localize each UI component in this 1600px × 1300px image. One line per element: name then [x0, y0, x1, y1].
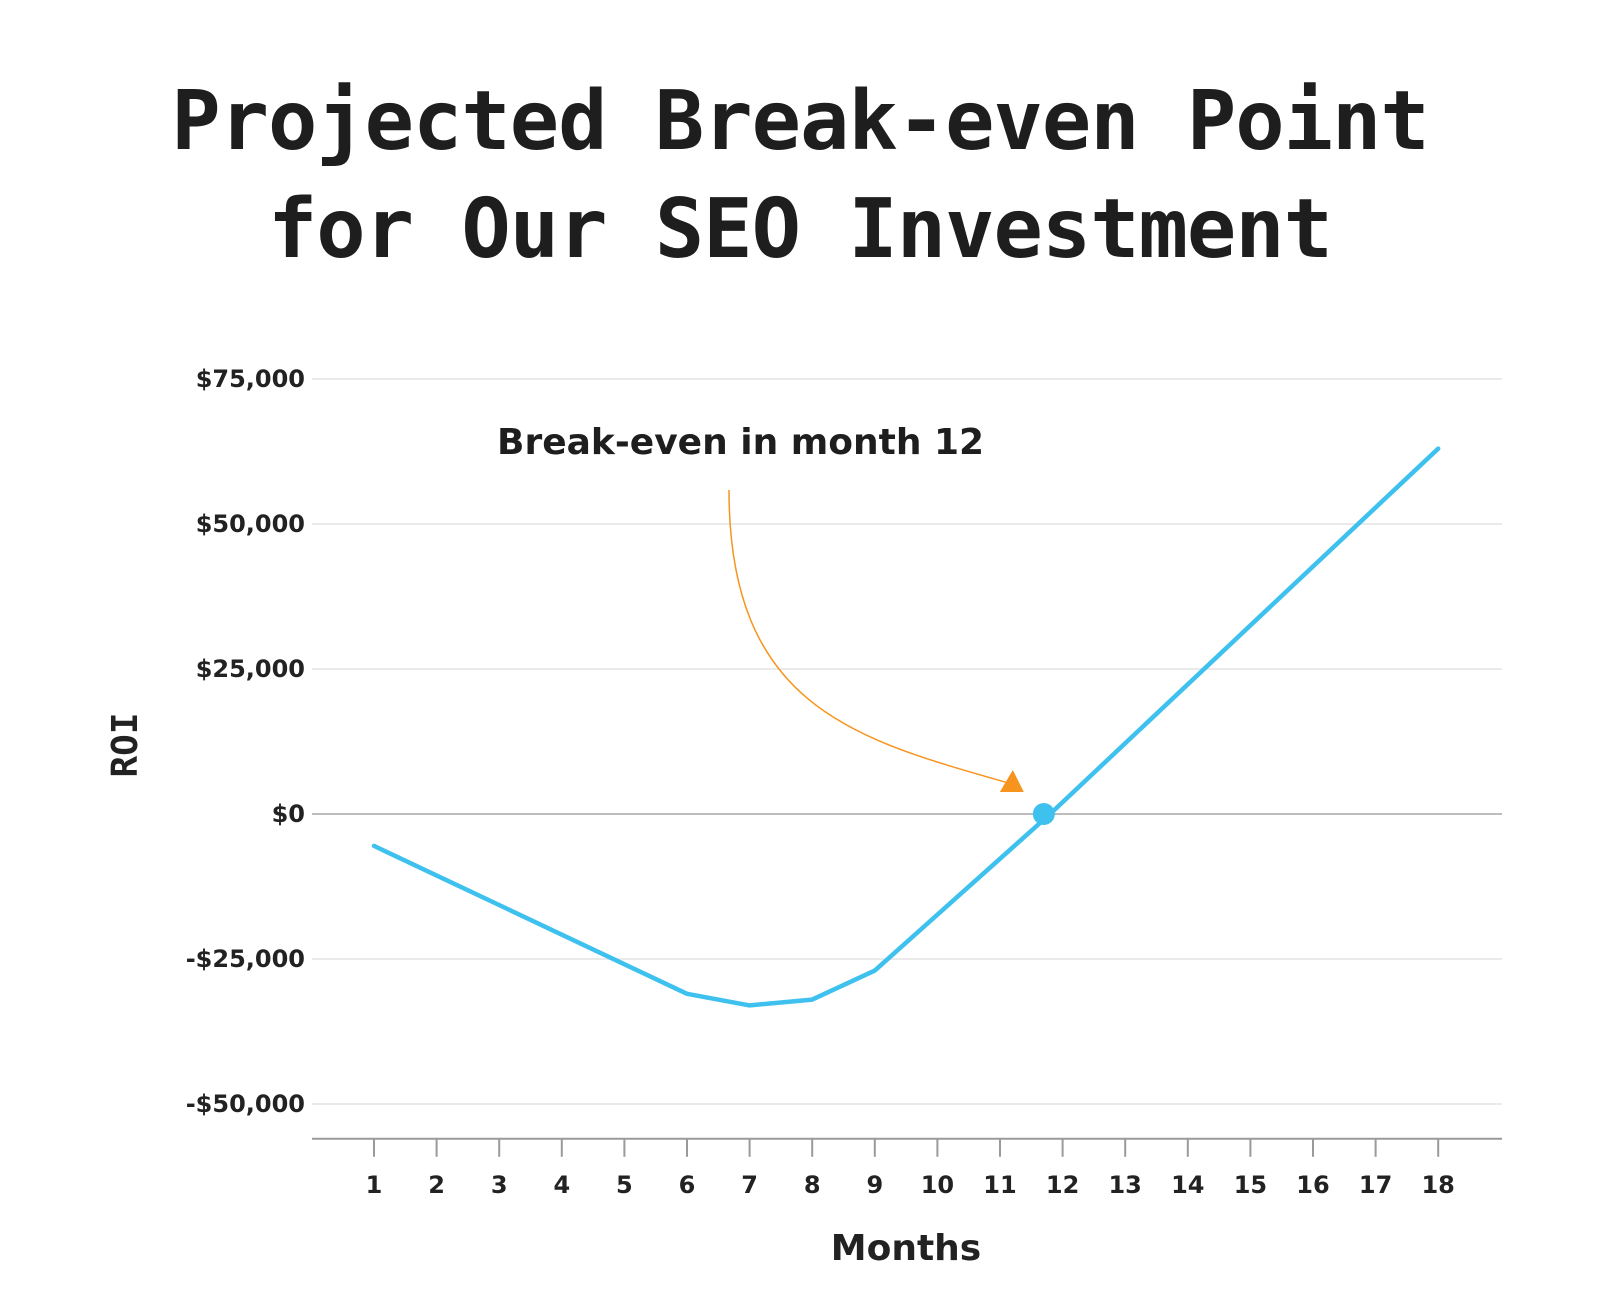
x-tick-label: 12: [1046, 1171, 1079, 1199]
x-tick-label: 18: [1421, 1171, 1454, 1199]
title-line-1: Projected Break-even Point: [171, 74, 1430, 169]
x-tick-label: 4: [553, 1171, 570, 1199]
y-tick-label: $0: [272, 800, 305, 828]
x-tick-label: 11: [983, 1171, 1016, 1199]
y-tick-label: $50,000: [196, 510, 305, 538]
x-tick-label: 13: [1108, 1171, 1141, 1199]
chart-title: Projected Break-even Point for Our SEO I…: [0, 68, 1600, 284]
x-tick-label: 15: [1234, 1171, 1267, 1199]
x-tick-label: 10: [921, 1171, 954, 1199]
annotation-label: Break-even in month 12: [497, 422, 984, 463]
annotation-arrowhead: [999, 770, 1024, 792]
x-tick-label: 3: [491, 1171, 508, 1199]
x-tick-label: 7: [741, 1171, 758, 1199]
title-line-2: for Our SEO Investment: [267, 182, 1333, 277]
y-tick-labels: $75,000 $50,000 $25,000 $0 -$25,000 -$50,000: [186, 365, 305, 1118]
x-tick-label: 9: [866, 1171, 883, 1199]
x-tick-label: 14: [1171, 1171, 1204, 1199]
y-tick-label: $25,000: [196, 655, 305, 683]
x-axis: [312, 1137, 1502, 1157]
y-tick-label: $75,000: [196, 365, 305, 393]
y-tick-label: -$25,000: [186, 945, 305, 973]
x-tick-label: 6: [679, 1171, 696, 1199]
x-tick-label: 1: [366, 1171, 383, 1199]
x-tick-label: 8: [804, 1171, 821, 1199]
y-tick-label: -$50,000: [186, 1090, 305, 1118]
grid-lines: [312, 378, 1502, 1105]
series-line: [371, 446, 1441, 1008]
annotation-arrow: [728, 489, 1013, 785]
x-tick-label: 5: [616, 1171, 633, 1199]
x-tick-label: 16: [1296, 1171, 1329, 1199]
y-axis-label: ROI: [105, 712, 146, 777]
x-axis-label: Months: [831, 1228, 981, 1269]
x-tick-labels: 1 2 3 4 5 6 7 8 9 10 11 12 13 14 15 16 17 18: [366, 1171, 1455, 1199]
x-tick-label: 17: [1359, 1171, 1392, 1199]
series-polyline: [371, 446, 1441, 1008]
x-tick-label: 2: [428, 1171, 445, 1199]
break-even-point: [1032, 803, 1055, 825]
